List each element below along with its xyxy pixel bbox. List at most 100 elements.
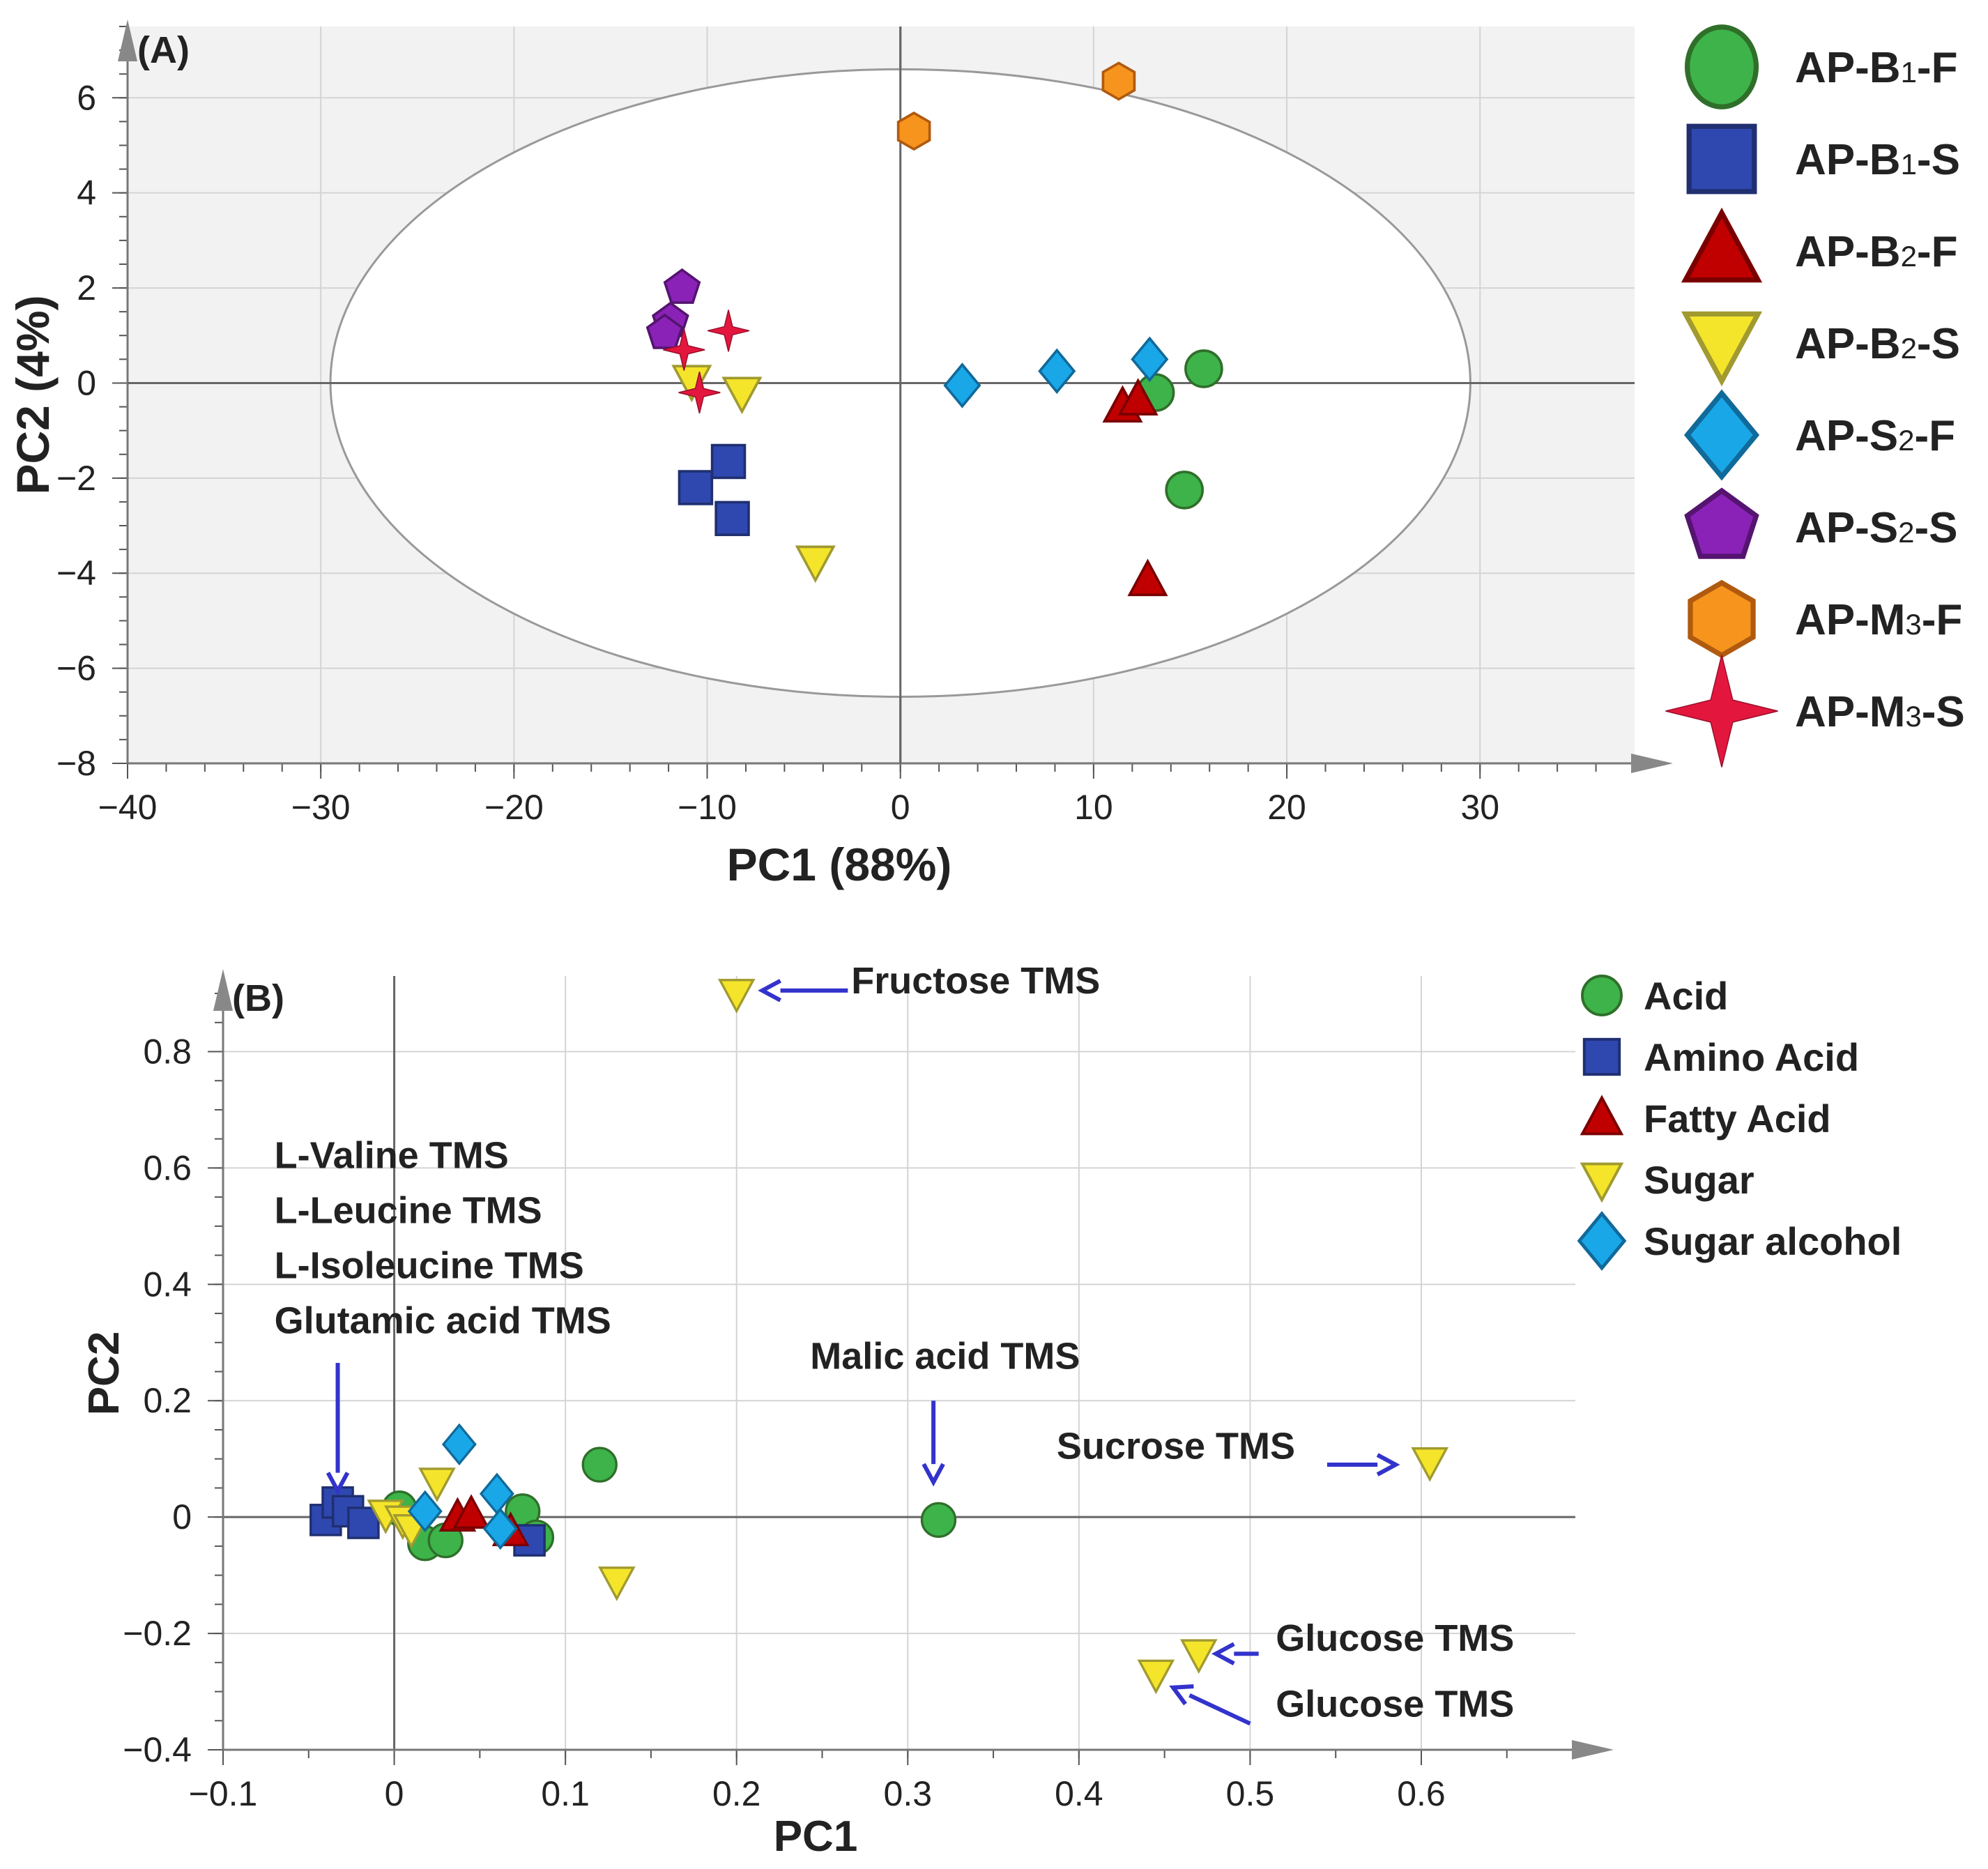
point-ap-m3-s-2	[678, 372, 721, 414]
legend-label-main: AP-S	[1795, 412, 1898, 460]
legend-label-tail: -F	[1917, 44, 1958, 92]
annotation-arrow-4-head	[1211, 1642, 1235, 1665]
legend-label-ap-b1-f: AP-B1-F	[1795, 44, 1957, 92]
legend-label-main: AP-B	[1795, 228, 1901, 276]
x-tick-label: 0.6	[1397, 1774, 1446, 1813]
annotation-arrow-2-head	[922, 1463, 945, 1487]
legend-label-main: AP-B	[1795, 136, 1901, 184]
point-ap-b2-f-1	[1117, 378, 1159, 415]
point-sugar-alcohol-3	[482, 1507, 518, 1550]
legend-label-tail: -S	[1915, 504, 1958, 552]
point-sugar-7	[1179, 1639, 1218, 1675]
point-ap-m3-s-1	[707, 310, 750, 352]
point-sugar-alcohol-0	[407, 1490, 443, 1533]
x-tick-label: 10	[1074, 788, 1113, 827]
panel-b-chart: −0.1 0 0.1 0.2 0.3 0.4 0.5 0.6 −0.4 −0.2 0 0.2 0.4 0.…	[80, 960, 1902, 1861]
y-tick-label: 0.4	[143, 1265, 192, 1304]
y-axis-title: PC2	[80, 1332, 128, 1416]
legend-label-sub: 3	[1905, 608, 1921, 641]
legend-label-ap-b2-s: AP-B2-S	[1795, 320, 1960, 368]
legend-label-ap-b1-s: AP-B1-S	[1795, 136, 1960, 184]
annotation-label: Fructose TMS	[851, 960, 1100, 1002]
legend-label-sub: 1	[1901, 56, 1917, 89]
annotation-label: Sucrose TMS	[1057, 1426, 1295, 1467]
legend-label-fatty-acid: Fatty Acid	[1644, 1097, 1831, 1141]
legend-label-sugar-alcohol: Sugar alcohol	[1644, 1219, 1902, 1263]
legend-marker-ap-b1-s	[1686, 123, 1757, 194]
x-tick-label: −10	[678, 788, 737, 827]
y-tick-label: −4	[56, 554, 96, 593]
point-ap-s2-f-1	[1038, 348, 1076, 395]
x-axis-arrow	[1631, 754, 1673, 773]
x-tick-label: 30	[1460, 788, 1499, 827]
legend-marker-amino-acid	[1582, 1037, 1621, 1076]
annotation-label: L-Leucine TMS	[275, 1189, 542, 1231]
y-axis-arrow	[118, 20, 137, 61]
point-sugar-4	[597, 1566, 636, 1601]
legend-marker-sugar	[1580, 1162, 1624, 1203]
legend-label-ap-b2-f: AP-B2-F	[1795, 228, 1957, 276]
point-ap-b2-f-2	[1127, 558, 1168, 597]
legend-marker-ap-m3-s	[1665, 655, 1778, 768]
x-tick-label: 0.3	[884, 1774, 933, 1813]
x-tick-label: −40	[98, 788, 158, 827]
legend-marker-sugar-alcohol	[1577, 1211, 1627, 1271]
annotation-arrow-3-head	[1376, 1453, 1400, 1477]
annotation-label: L-Valine TMS	[275, 1134, 509, 1176]
annotation-arrow-1-head	[326, 1472, 350, 1495]
legend-label-ap-m3-f: AP-M3-F	[1795, 596, 1962, 644]
point-sugar-alcohol-1	[441, 1423, 477, 1466]
y-tick-label: −0.4	[123, 1730, 192, 1769]
legend-label-tail: -S	[1917, 136, 1960, 184]
annotation-arrow-5-head	[1169, 1684, 1194, 1706]
annotation-arrow-0-head	[758, 979, 781, 1002]
x-axis-title: PC1	[774, 1813, 858, 1861]
y-tick-label: 2	[77, 268, 96, 307]
point-sugar-6	[1137, 1659, 1175, 1695]
legend-label-sub: 2	[1901, 240, 1917, 273]
y-tick-label: 0	[172, 1497, 192, 1536]
x-tick-label: 0.2	[712, 1774, 761, 1813]
point-ap-m3-f-0	[896, 111, 931, 151]
x-tick-label: 0.5	[1226, 1774, 1275, 1813]
annotation-label: Glucose TMS	[1276, 1683, 1514, 1725]
legend-label-sugar: Sugar	[1644, 1158, 1754, 1202]
point-fatty-acid-1	[452, 1494, 490, 1529]
x-axis-arrow	[1572, 1740, 1614, 1760]
legend-label-sub: 2	[1898, 516, 1914, 549]
annotation-label: Glucose TMS	[1276, 1617, 1514, 1659]
panel-label-a: (A)	[137, 29, 190, 71]
point-ap-b1-s-2	[714, 501, 750, 537]
x-tick-label: −0.1	[189, 1774, 258, 1813]
panel-label-b: (B)	[232, 977, 284, 1019]
point-ap-s2-s-2	[645, 313, 684, 349]
legend-label-tail: -F	[1915, 412, 1956, 460]
legend-label-acid: Acid	[1644, 974, 1728, 1018]
x-tick-label: 20	[1267, 788, 1306, 827]
point-sugar-8	[1411, 1447, 1449, 1482]
legend-marker-ap-s2-s	[1684, 487, 1759, 559]
x-tick-label: −30	[291, 788, 351, 827]
y-tick-label: −0.2	[123, 1614, 192, 1653]
point-ap-m3-s-0	[663, 328, 705, 371]
legend-label-tail: -F	[1922, 596, 1963, 644]
x-tick-label: 0.1	[541, 1774, 590, 1813]
point-ap-b2-s-2	[795, 545, 836, 583]
legend-label-ap-s2-f: AP-S2-F	[1795, 412, 1955, 460]
legend-marker-fatty-acid	[1580, 1094, 1624, 1136]
y-tick-label: 0.6	[143, 1148, 192, 1187]
legend-label-main: AP-M	[1795, 688, 1905, 736]
x-tick-label: 0.4	[1055, 1774, 1103, 1813]
legend-label-tail: -F	[1917, 228, 1958, 276]
legend-label-ap-m3-s: AP-M3-S	[1795, 688, 1965, 736]
annotation-label: L-Isoleucine TMS	[275, 1244, 584, 1286]
legend-marker-ap-b2-s	[1681, 311, 1763, 387]
legend-marker-ap-s2-f	[1683, 389, 1760, 481]
y-tick-label: −2	[56, 459, 96, 498]
legend-marker-ap-m3-f	[1688, 579, 1756, 659]
y-axis-arrow	[213, 969, 233, 1011]
legend-label-sub: 2	[1898, 424, 1914, 457]
annotation-arrow-5-shaft	[1188, 1693, 1251, 1726]
